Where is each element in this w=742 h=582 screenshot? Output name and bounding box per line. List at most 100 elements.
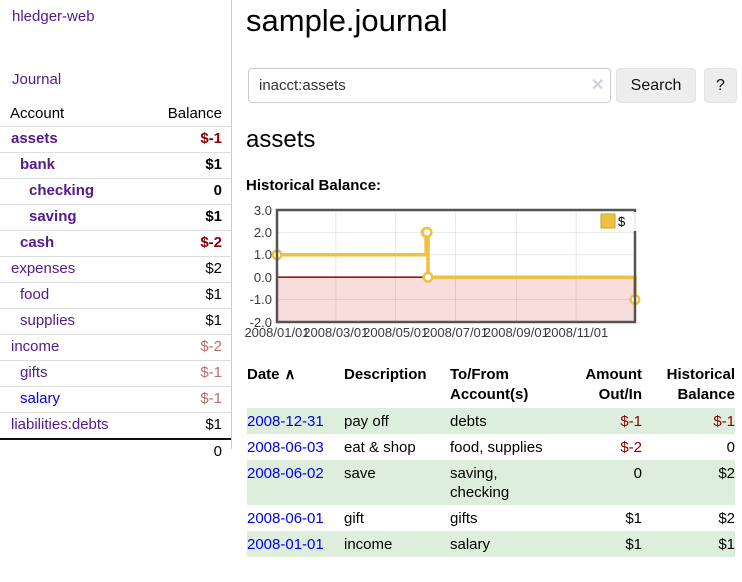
transaction-balance: $-1 xyxy=(713,413,735,430)
account-link-bank[interactable]: bank xyxy=(20,156,56,173)
account-row: saving $1 xyxy=(0,204,231,231)
help-button[interactable]: ? xyxy=(704,68,737,103)
transaction-date-link[interactable]: 2008-06-03 xyxy=(247,439,324,456)
transaction-balance: 0 xyxy=(726,439,735,456)
transaction-description: income xyxy=(344,536,393,553)
transaction-balance: $1 xyxy=(718,536,735,553)
chart-x-tick-label: 2008/03/01 xyxy=(303,325,369,340)
transaction-accounts: gifts xyxy=(450,510,478,527)
transaction-amount: $1 xyxy=(625,536,642,553)
account-row: income $-2 xyxy=(0,334,231,361)
chart-y-tick-label: -1.0 xyxy=(249,292,272,308)
account-link-expenses[interactable]: expenses xyxy=(11,260,76,277)
chart-y-tick-label: 3.0 xyxy=(253,202,272,218)
account-row: checking 0 xyxy=(0,178,231,205)
clear-search-icon[interactable]: ✕ xyxy=(591,77,605,94)
account-balance: $1 xyxy=(145,204,231,231)
register-header-amount: Amount Out/In xyxy=(585,366,642,403)
account-row: supplies $1 xyxy=(0,308,231,335)
transaction-amount: $-1 xyxy=(620,413,642,430)
register-header-row: Date ∧ Description To/From Account(s) Amo… xyxy=(247,363,735,408)
accounts-header-account: Account xyxy=(0,102,146,127)
account-link-gifts[interactable]: gifts xyxy=(20,364,48,381)
account-row: liabilities:debts $1 xyxy=(0,413,231,440)
account-balance: $1 xyxy=(205,416,222,433)
account-heading: assets xyxy=(246,126,316,153)
account-balance: $2 xyxy=(145,256,231,283)
transaction-amount: $1 xyxy=(625,510,642,527)
accounts-total-row: 0 xyxy=(0,438,231,465)
accounts-header-balance: Balance xyxy=(145,102,231,127)
app-title-link[interactable]: hledger-web xyxy=(12,8,95,25)
search-input[interactable] xyxy=(248,68,611,103)
accounts-header-row: Account Balance xyxy=(0,102,231,127)
transaction-description: save xyxy=(344,465,376,482)
sort-ascending-icon: ∧ xyxy=(284,366,296,383)
transaction-accounts: salary xyxy=(450,536,491,553)
transaction-accounts: food, supplies xyxy=(450,439,543,456)
transaction-date-link[interactable]: 2008-12-31 xyxy=(247,413,324,430)
svg-text:$: $ xyxy=(618,214,626,229)
page-title: sample.journal xyxy=(246,3,448,38)
account-balance: $-1 xyxy=(145,360,231,387)
account-row: salary $-1 xyxy=(0,386,231,413)
register-header-date[interactable]: Date ∧ xyxy=(247,366,296,383)
transaction-date-link[interactable]: 2008-06-01 xyxy=(247,510,324,527)
account-row: expenses $2 xyxy=(0,256,231,283)
transaction-accounts: debts xyxy=(450,413,487,430)
register-row: 2008-12-31 pay off debts $-1 $-1 xyxy=(247,408,735,434)
register-header-balance: Historical Balance xyxy=(666,366,735,403)
account-link-cash[interactable]: cash xyxy=(20,234,55,251)
account-link-liabilities-debts[interactable]: liabilities:debts xyxy=(11,416,109,433)
register-row: 2008-06-02 save saving, checking 0 $2 xyxy=(247,460,735,505)
sidebar: hledger-web Journal Account Balance asse… xyxy=(0,0,232,465)
chart-y-tick-label: -2.0 xyxy=(249,314,272,330)
transaction-description: pay off xyxy=(344,413,389,430)
chart-title: Historical Balance: xyxy=(246,177,382,194)
account-balance: $1 xyxy=(145,282,231,309)
account-balance: $-2 xyxy=(145,334,231,361)
register-table: Date ∧ Description To/From Account(s) Amo… xyxy=(247,363,735,557)
chart-y-tick-label: 1.0 xyxy=(253,247,272,263)
account-link-assets[interactable]: assets xyxy=(11,130,58,147)
transaction-date-link[interactable]: 2008-06-02 xyxy=(247,465,324,482)
chart-x-tick-label: 2008/11/01 xyxy=(544,325,609,340)
account-balance: 0 xyxy=(145,178,231,205)
account-link-saving[interactable]: saving xyxy=(29,208,77,225)
account-row: food $1 xyxy=(0,282,231,309)
transaction-description: gift xyxy=(344,510,365,527)
transaction-balance: $2 xyxy=(718,465,735,482)
account-link-food[interactable]: food xyxy=(20,286,50,303)
account-link-income[interactable]: income xyxy=(11,338,60,355)
account-link-salary[interactable]: salary xyxy=(20,390,61,407)
search-button[interactable]: Search xyxy=(616,68,696,103)
chart-x-tick-label: 2008/05/01 xyxy=(363,325,429,340)
account-link-checking[interactable]: checking xyxy=(29,182,95,199)
chart-y-tick-label: 2.0 xyxy=(253,224,272,240)
chart-plot: $ xyxy=(271,208,641,324)
chart-x-tick-label: 2008/07/01 xyxy=(422,325,489,340)
transaction-date-link[interactable]: 2008-01-01 xyxy=(247,536,324,553)
register-row: 2008-06-03 eat & shop food, supplies $-2 0 xyxy=(247,434,735,460)
transaction-amount: 0 xyxy=(633,465,642,482)
account-row: bank $1 xyxy=(0,152,231,179)
transaction-amount: $-2 xyxy=(620,439,642,456)
account-row: cash $-2 xyxy=(0,230,231,257)
journal-link[interactable]: Journal xyxy=(12,71,62,88)
account-balance: $1 xyxy=(145,152,231,179)
register-header-accounts: To/From Account(s) xyxy=(450,366,529,403)
chart-x-tick-label: 2008/09/01 xyxy=(483,325,549,340)
account-balance: $-2 xyxy=(145,230,231,257)
register-header-description: Description xyxy=(344,366,427,383)
chart-x-tick-label: 2008/01/01 xyxy=(244,325,310,340)
register-row: 2008-01-01 income salary $1 $1 xyxy=(247,531,735,557)
transaction-accounts: saving, checking xyxy=(450,465,510,501)
accounts-total-spacer xyxy=(0,438,146,465)
account-balance: $1 xyxy=(145,308,231,335)
account-balance: $-1 xyxy=(145,126,231,153)
account-row: gifts $-1 xyxy=(0,360,231,387)
historical-balance-chart[interactable]: $ 3.0 2.0 1.0 0.0 -1.0 -2.0 2008/01/01 2008/03/… xyxy=(240,200,710,350)
account-link-supplies[interactable]: supplies xyxy=(20,312,76,329)
register-row: 2008-06-01 gift gifts $1 $2 xyxy=(247,505,735,531)
accounts-table: Account Balance assets $-1 bank $1 checking 0… xyxy=(0,102,231,465)
